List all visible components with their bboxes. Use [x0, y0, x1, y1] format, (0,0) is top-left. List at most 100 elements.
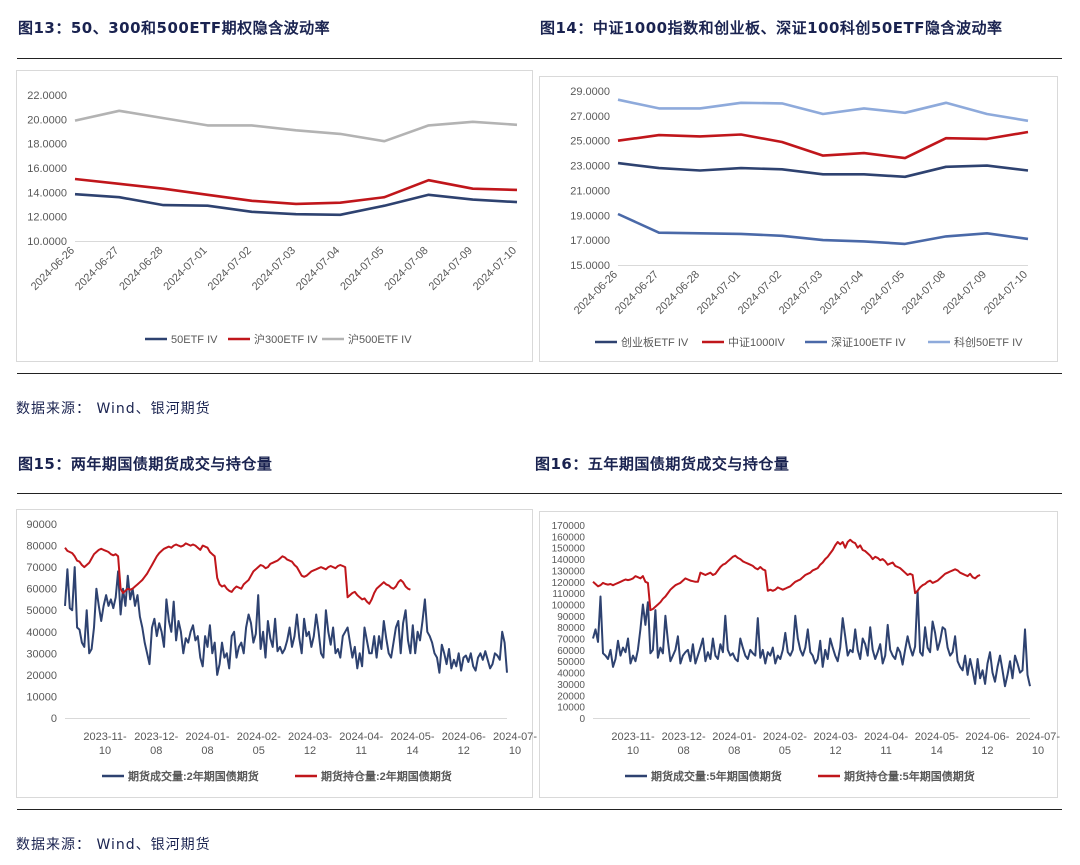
figure-16-panel: 0 10000 20000 30000 40000 50000 60000 70000 8000…	[539, 511, 1061, 798]
f15-xtick-1: 2023-12- 08	[134, 731, 178, 757]
svg-text:05: 05	[253, 745, 265, 757]
f13-ytick-1: 12.0000	[27, 212, 67, 224]
f15-ytick-9: 90000	[26, 519, 57, 531]
svg-text:2024-04-: 2024-04-	[339, 731, 383, 743]
f14-series-line-3	[617, 98, 1029, 123]
f15-xtick-6: 2024-05- 14	[390, 731, 434, 757]
svg-text:08: 08	[728, 745, 740, 757]
f15-legend-item-0: 期货成交量:2年期国债期货	[102, 769, 259, 783]
svg-text:12: 12	[981, 745, 993, 757]
f13-series-line-1	[74, 177, 518, 206]
svg-text:08: 08	[201, 745, 213, 757]
f16-ytick-5: 50000	[557, 657, 585, 668]
svg-text:10: 10	[627, 745, 639, 757]
bottom-data-source: 数据来源： Wind、银河期货	[16, 837, 211, 853]
f13-xtick-7: 2024-07-05	[338, 245, 386, 293]
f16-ytick-17: 170000	[552, 521, 586, 532]
f16-ytick-6: 60000	[557, 646, 585, 657]
figure-15-title: 图15：两年期国债期货成交与持仓量	[18, 455, 273, 473]
f14-ytick-1: 17.0000	[570, 235, 610, 247]
f16-xtick-7: 2024-06- 12	[965, 731, 1009, 757]
f14-series-line-0	[617, 161, 1029, 179]
f15-ytick-4: 40000	[26, 627, 57, 639]
f15-ytick-2: 20000	[26, 670, 57, 682]
f16-series-line-0	[592, 589, 1031, 688]
f13-ytick-6: 22.0000	[27, 90, 67, 102]
f14-ytick-5: 25.0000	[570, 136, 610, 148]
top-bottom-divider	[17, 373, 1062, 374]
figure-15-chart: 0 10000 20000 30000 40000 50000 60000 70000 8000…	[26, 519, 537, 783]
f16-ytick-4: 40000	[557, 669, 585, 680]
f16-ytick-9: 90000	[557, 612, 585, 623]
svg-text:2024-05-: 2024-05-	[915, 731, 959, 743]
f13-legend-item-1: 沪300ETF IV	[228, 332, 318, 346]
svg-text:2023-11-: 2023-11-	[611, 731, 655, 743]
f15-xtick-4: 2024-03- 12	[288, 731, 332, 757]
f15-ytick-1: 10000	[26, 691, 57, 703]
f14-legend-item-0: 创业板ETF IV	[595, 335, 689, 349]
top-data-source: 数据来源： Wind、银河期货	[16, 401, 211, 417]
f16-xtick-1: 2023-12- 08	[662, 731, 706, 757]
f14-ytick-7: 29.0000	[570, 86, 610, 98]
f16-ytick-10: 100000	[552, 600, 586, 611]
svg-text:2024-01-: 2024-01-	[185, 731, 229, 743]
f13-legend-item-2: 沪500ETF IV	[322, 332, 412, 346]
figure-15-panel: 0 10000 20000 30000 40000 50000 60000 70000 8000…	[16, 509, 537, 798]
f15-series-line-1	[64, 542, 411, 605]
f16-ytick-0: 0	[579, 714, 585, 725]
f13-xtick-10: 2024-07-10	[471, 245, 519, 293]
f16-ytick-13: 130000	[552, 566, 586, 577]
svg-text:2024-06-: 2024-06-	[965, 731, 1009, 743]
svg-text:12: 12	[829, 745, 841, 757]
f16-xtick-0: 2023-11- 10	[611, 731, 655, 757]
f15-ytick-0: 0	[51, 713, 57, 725]
svg-text:2024-02-: 2024-02-	[763, 731, 807, 743]
figure-16-chart: 0100002000030000400005000060000700008000…	[552, 521, 1061, 783]
f13-ytick-5: 20.0000	[27, 114, 67, 126]
svg-text:2023-12-: 2023-12-	[134, 731, 178, 743]
svg-text:2024-02-: 2024-02-	[237, 731, 281, 743]
figure-14-title: 图14：中证1000指数和创业板、深证100科创50ETF隐含波动率	[540, 19, 1003, 37]
f15-ytick-8: 80000	[26, 541, 57, 553]
f14-xtick-10: 2024-07-10	[982, 269, 1030, 317]
f15-xtick-8: 2024-07- 10	[493, 731, 537, 757]
f16-ytick-16: 160000	[552, 532, 586, 543]
f16-ytick-3: 30000	[557, 680, 585, 691]
f16-xtick-3: 2024-02- 05	[763, 731, 807, 757]
svg-text:2024-07-: 2024-07-	[493, 731, 537, 743]
figure-13-chart: 10.0000 12.0000 14.0000 16.0000 18.0000 20.00…	[27, 90, 519, 346]
svg-text:10: 10	[99, 745, 111, 757]
svg-text:期货成交量:2年期国债期货: 期货成交量:2年期国债期货	[128, 769, 259, 783]
figure-16-title: 图16：五年期国债期货成交与持仓量	[535, 455, 790, 473]
f15-series-line-0	[64, 566, 508, 676]
f15-ytick-6: 60000	[26, 584, 57, 596]
f14-series-line-2	[617, 212, 1029, 246]
f16-xtick-8: 2024-07- 10	[1016, 731, 1060, 757]
svg-text:沪300ETF IV: 沪300ETF IV	[254, 332, 318, 346]
svg-text:期货持仓量:5年期国债期货: 期货持仓量:5年期国债期货	[844, 769, 975, 783]
f15-xtick-7: 2024-06- 12	[442, 731, 486, 757]
f14-legend-item-1: 中证1000IV	[702, 336, 786, 349]
svg-text:2024-07-: 2024-07-	[1016, 731, 1060, 743]
f14-ytick-6: 27.0000	[570, 111, 610, 123]
svg-text:2023-11-: 2023-11-	[83, 731, 127, 743]
svg-text:11: 11	[356, 745, 367, 757]
f13-xtick-9: 2024-07-09	[427, 245, 475, 293]
svg-text:沪500ETF IV: 沪500ETF IV	[348, 332, 412, 346]
f13-xtick-1: 2024-06-27	[73, 245, 121, 293]
svg-text:2024-01-: 2024-01-	[712, 731, 756, 743]
f16-xtick-2: 2024-01- 08	[712, 731, 756, 757]
f15-xtick-3: 2024-02- 05	[237, 731, 281, 757]
f14-ytick-2: 19.0000	[570, 210, 610, 222]
svg-text:2024-03-: 2024-03-	[288, 731, 332, 743]
svg-text:11: 11	[880, 745, 891, 757]
f13-series-line-0	[74, 192, 518, 217]
bottom-divider	[17, 809, 1062, 810]
f16-ytick-11: 110000	[552, 589, 585, 600]
f15-xtick-2: 2024-01- 08	[185, 731, 229, 757]
f13-ytick-4: 18.0000	[27, 139, 67, 151]
f15-xtick-5: 2024-04- 11	[339, 731, 383, 757]
f14-legend-item-3: 科创50ETF IV	[928, 335, 1023, 349]
f13-xtick-5: 2024-07-03	[250, 245, 298, 293]
f13-ytick-2: 14.0000	[27, 187, 67, 199]
